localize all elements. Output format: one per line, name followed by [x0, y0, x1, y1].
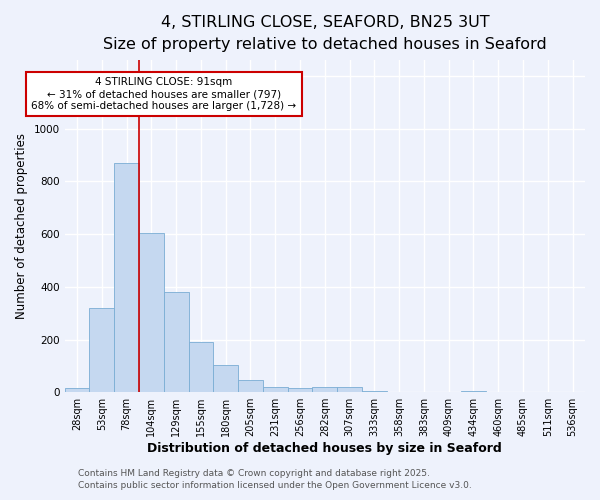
Text: 4 STIRLING CLOSE: 91sqm
← 31% of detached houses are smaller (797)
68% of semi-d: 4 STIRLING CLOSE: 91sqm ← 31% of detache… [31, 78, 296, 110]
Bar [89, 308, 114, 392]
Bar [313, 387, 337, 392]
Bar [238, 380, 263, 392]
Bar [214, 364, 238, 392]
Bar [362, 391, 387, 392]
Title: 4, STIRLING CLOSE, SEAFORD, BN25 3UT
Size of property relative to detached house: 4, STIRLING CLOSE, SEAFORD, BN25 3UT Siz… [103, 15, 547, 52]
Bar [65, 388, 89, 392]
X-axis label: Distribution of detached houses by size in Seaford: Distribution of detached houses by size … [148, 442, 502, 455]
Bar [114, 163, 139, 392]
Bar [139, 233, 164, 392]
Bar [461, 391, 486, 392]
Bar [188, 342, 214, 392]
Bar [287, 388, 313, 392]
Y-axis label: Number of detached properties: Number of detached properties [15, 134, 28, 320]
Text: Contains HM Land Registry data © Crown copyright and database right 2025.
Contai: Contains HM Land Registry data © Crown c… [78, 468, 472, 490]
Bar [263, 387, 287, 392]
Bar [337, 388, 362, 392]
Bar [164, 292, 188, 392]
